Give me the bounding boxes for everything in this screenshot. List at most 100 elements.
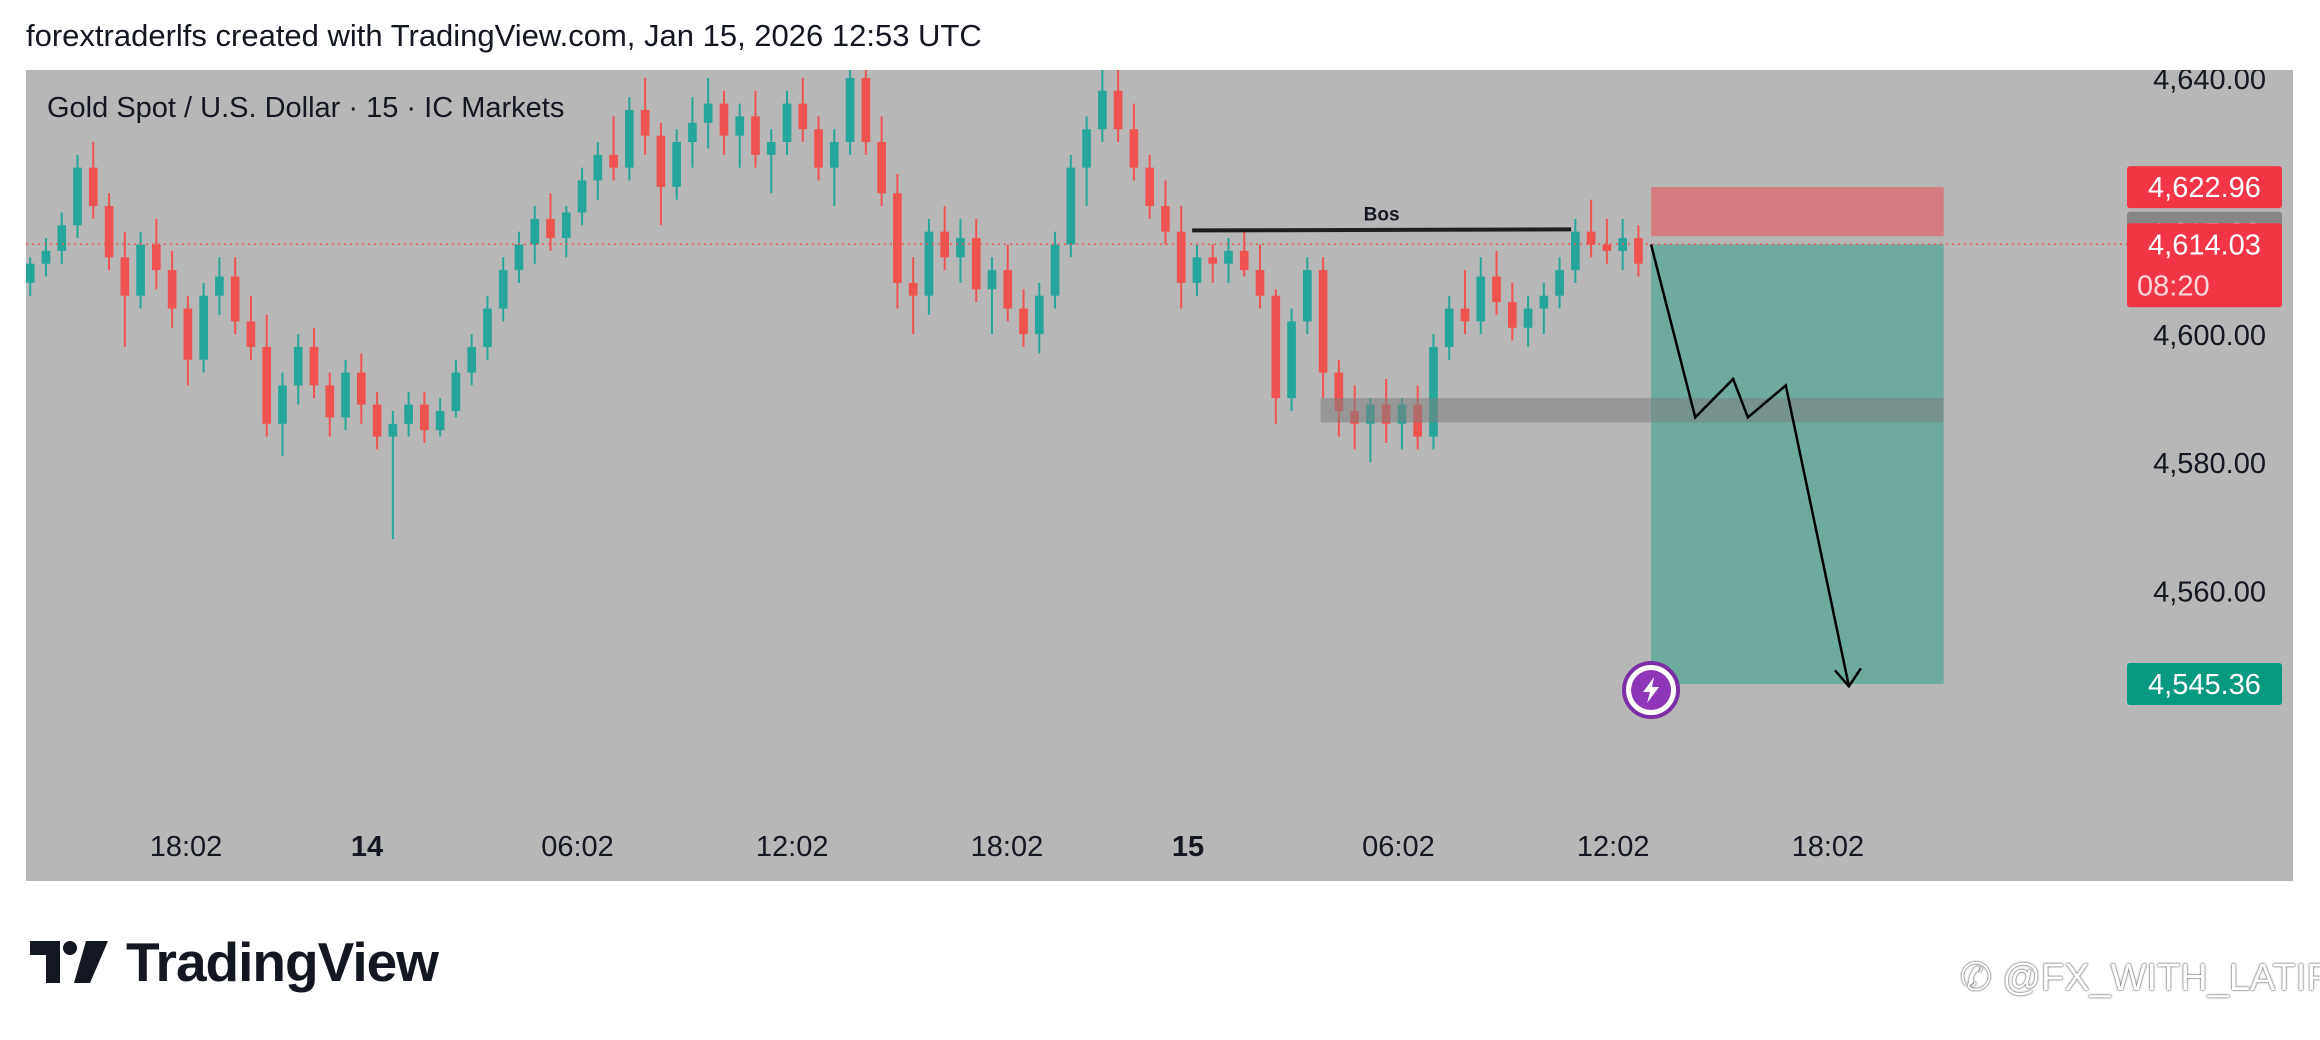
candle-body <box>640 110 650 136</box>
tradingview-logo[interactable]: TradingView <box>30 932 439 992</box>
price-chart: Bos 4,640.00 4,600.00 4,580.00 4,560.00 4,622… <box>26 70 2282 863</box>
projected-path <box>1649 244 1851 687</box>
candle-body <box>341 372 350 418</box>
candle-body <box>88 167 98 207</box>
candle-body <box>1113 90 1123 130</box>
candle-body <box>1066 167 1076 245</box>
x-tick-label: 06:02 <box>1362 831 1435 863</box>
candle-body <box>908 282 918 296</box>
candle-body <box>1192 257 1202 283</box>
candle-body <box>1224 250 1233 264</box>
candle-body <box>893 193 902 283</box>
candle-body <box>1460 308 1470 322</box>
y-tick-label: 4,640.00 <box>2153 70 2266 96</box>
price-tag-label: 4,622.96 <box>2148 172 2261 204</box>
candle-body <box>735 116 745 136</box>
lightning-icon <box>1643 677 1660 704</box>
candle-body <box>498 270 508 309</box>
candle-body <box>1586 231 1596 245</box>
candle-body <box>199 295 208 360</box>
candle-body <box>1019 308 1028 335</box>
candle-body <box>672 142 681 187</box>
candle-body <box>877 142 886 194</box>
candle-body <box>152 244 161 271</box>
candle-body <box>719 103 729 136</box>
take-profit-zone <box>1651 244 1944 685</box>
candle-body <box>404 404 413 424</box>
candle-body <box>782 103 792 143</box>
candle-body <box>483 308 492 347</box>
candle-body <box>514 244 524 271</box>
candle-body <box>845 78 855 143</box>
candle-body <box>1271 295 1281 399</box>
candle-body <box>766 142 776 155</box>
candle-body <box>924 231 934 296</box>
candle-body <box>1555 270 1564 296</box>
candle-body <box>467 346 477 373</box>
candle-body <box>814 129 823 168</box>
candle-body <box>1334 372 1344 411</box>
x-tick-label: 06:02 <box>541 831 614 863</box>
candle-body <box>372 404 382 437</box>
bos-line <box>1192 227 1572 233</box>
candle-body <box>1129 129 1139 168</box>
candle-body <box>1523 308 1533 328</box>
candle-body <box>104 206 114 258</box>
price-tag <box>2127 166 2282 209</box>
candle-body <box>829 142 839 168</box>
candle-body <box>751 116 760 155</box>
candle-body <box>1602 244 1612 251</box>
candle-body <box>215 276 224 296</box>
y-tick-label: 4,600.00 <box>2153 320 2266 352</box>
price-tag <box>2127 663 2282 706</box>
candle-body <box>971 238 981 290</box>
candle-body <box>798 103 808 130</box>
candle-body <box>309 346 319 386</box>
candle-body <box>136 244 145 296</box>
x-tick-label: 18:02 <box>150 831 223 863</box>
candle-body <box>1429 346 1438 437</box>
candle-body <box>561 212 571 239</box>
candle-body <box>356 372 366 405</box>
candle-body <box>1208 257 1218 264</box>
candle-body <box>451 372 461 411</box>
tradingview-icon <box>30 941 108 983</box>
candle-body <box>1302 270 1312 322</box>
symbol-title: Gold Spot / U.S. Dollar · 15 · IC Market… <box>47 92 565 124</box>
candle-body <box>41 250 51 264</box>
candle-body <box>435 410 445 431</box>
candle-body <box>120 257 130 296</box>
candle-body <box>57 225 67 251</box>
candle-body <box>73 167 82 226</box>
price-tag-countdown: 08:20 <box>2137 270 2210 302</box>
candle-body <box>246 321 256 347</box>
candle-body <box>1476 276 1486 322</box>
candle-body <box>703 103 713 123</box>
candle-body <box>956 238 965 258</box>
candle-body <box>625 110 634 168</box>
candle-body <box>609 154 618 168</box>
candle-body <box>26 263 35 283</box>
candle-body <box>1507 302 1517 328</box>
candle-body <box>861 78 871 143</box>
candle-body <box>1318 270 1328 373</box>
path-arrowhead <box>1833 667 1862 689</box>
candle-body <box>688 122 697 143</box>
chart-frame[interactable]: Gold Spot / U.S. Dollar · 15 · IC Market… <box>26 70 2293 881</box>
x-tick-label: 18:02 <box>971 831 1044 863</box>
x-tick-label: 15 <box>1172 831 1204 863</box>
candle-body <box>1082 129 1091 168</box>
candle-body <box>1034 295 1044 335</box>
candle-body <box>1003 270 1013 309</box>
candle-body <box>546 218 555 239</box>
candle-body <box>577 180 587 213</box>
candle-body <box>183 308 193 360</box>
price-tag-label: 4,545.36 <box>2148 669 2261 701</box>
candle-body <box>987 270 997 290</box>
y-tick-label: 4,580.00 <box>2153 448 2266 480</box>
candle-body <box>656 135 666 187</box>
candle-body <box>230 276 240 322</box>
candle-body <box>1492 276 1501 303</box>
watermark: ✆ @FX_WITH_LATIF <box>1960 955 2320 1000</box>
candle-body <box>1539 295 1549 309</box>
